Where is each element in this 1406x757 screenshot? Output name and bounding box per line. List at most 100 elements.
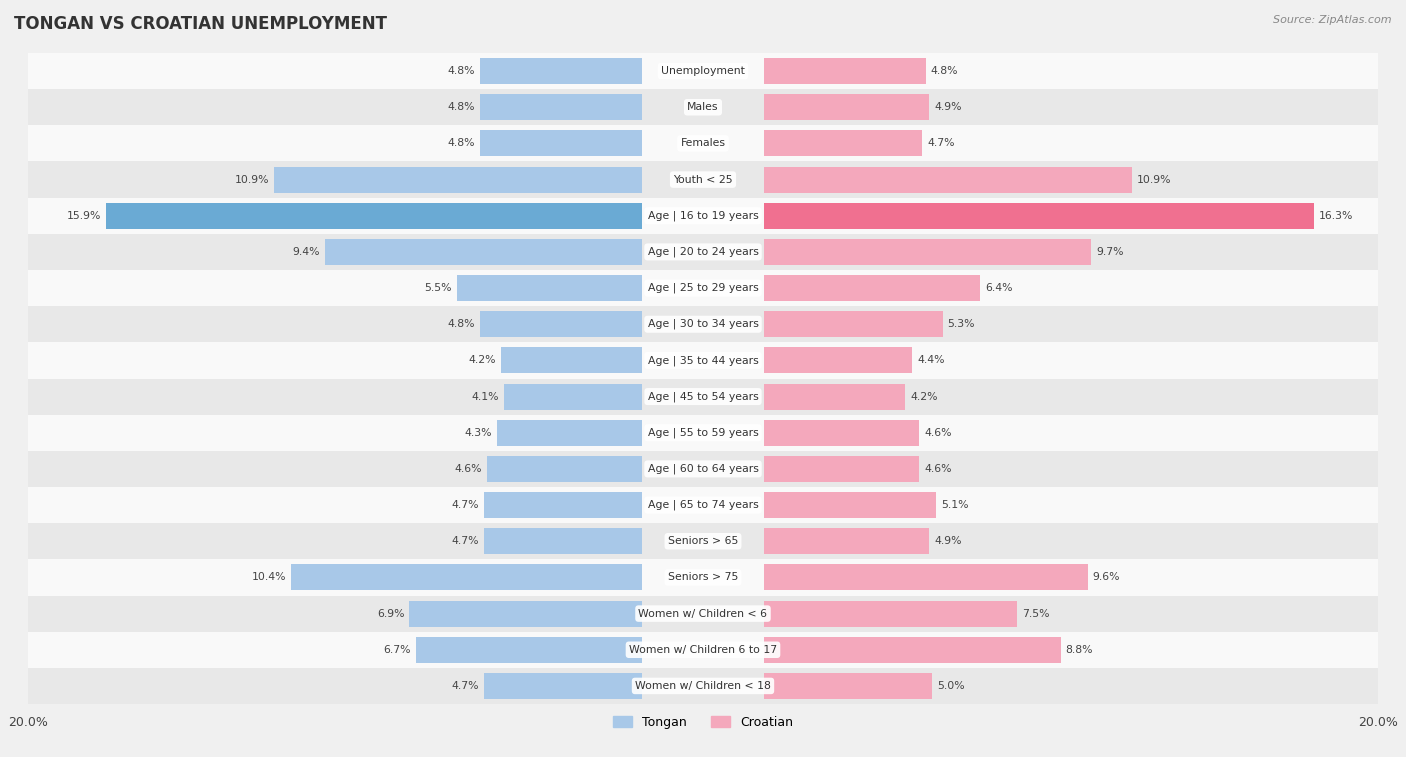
Text: 4.8%: 4.8% (447, 102, 475, 112)
Text: 10.9%: 10.9% (235, 175, 270, 185)
Text: Age | 55 to 59 years: Age | 55 to 59 years (648, 428, 758, 438)
Bar (28, 306, 1378, 342)
Text: 5.5%: 5.5% (425, 283, 451, 293)
Text: Youth < 25: Youth < 25 (673, 175, 733, 185)
Text: 4.8%: 4.8% (931, 66, 959, 76)
Bar (28, 198, 1378, 234)
Bar (28, 89, 1378, 126)
Bar (763, 94, 929, 120)
Bar (28, 451, 1378, 487)
Bar (763, 637, 1060, 663)
Text: 4.8%: 4.8% (447, 319, 475, 329)
Text: Females: Females (681, 139, 725, 148)
Bar (763, 275, 980, 301)
Text: 4.8%: 4.8% (447, 66, 475, 76)
Text: 4.9%: 4.9% (934, 102, 962, 112)
Bar (28, 596, 1378, 631)
Bar (105, 203, 643, 229)
Text: 4.2%: 4.2% (468, 356, 495, 366)
Text: 4.6%: 4.6% (454, 464, 482, 474)
Bar (457, 275, 643, 301)
Text: 6.7%: 6.7% (384, 645, 411, 655)
Text: 4.9%: 4.9% (934, 536, 962, 547)
Bar (325, 239, 643, 265)
Text: 4.6%: 4.6% (924, 428, 952, 438)
Bar (486, 456, 643, 482)
Text: Seniors > 75: Seniors > 75 (668, 572, 738, 582)
Text: 9.6%: 9.6% (1092, 572, 1121, 582)
Bar (763, 600, 1017, 627)
Bar (28, 523, 1378, 559)
Bar (28, 161, 1378, 198)
Text: 5.3%: 5.3% (948, 319, 976, 329)
Bar (28, 668, 1378, 704)
Bar (291, 565, 643, 590)
Text: 4.7%: 4.7% (451, 681, 478, 691)
Bar (28, 378, 1378, 415)
Text: 7.5%: 7.5% (1022, 609, 1049, 618)
Bar (763, 565, 1088, 590)
Text: Age | 60 to 64 years: Age | 60 to 64 years (648, 464, 758, 474)
Text: 6.4%: 6.4% (984, 283, 1012, 293)
Text: 4.2%: 4.2% (911, 391, 938, 401)
Text: Women w/ Children < 6: Women w/ Children < 6 (638, 609, 768, 618)
Text: Age | 35 to 44 years: Age | 35 to 44 years (648, 355, 758, 366)
Bar (28, 342, 1378, 378)
Bar (484, 492, 643, 518)
Text: 4.7%: 4.7% (451, 536, 478, 547)
Bar (274, 167, 643, 192)
Text: 4.7%: 4.7% (928, 139, 955, 148)
Text: 4.4%: 4.4% (917, 356, 945, 366)
Text: Source: ZipAtlas.com: Source: ZipAtlas.com (1274, 15, 1392, 25)
Text: Age | 45 to 54 years: Age | 45 to 54 years (648, 391, 758, 402)
Bar (498, 419, 643, 446)
Legend: Tongan, Croatian: Tongan, Croatian (607, 711, 799, 734)
Bar (501, 347, 643, 373)
Text: Age | 16 to 19 years: Age | 16 to 19 years (648, 210, 758, 221)
Bar (763, 311, 942, 338)
Text: 15.9%: 15.9% (66, 210, 101, 221)
Text: 9.4%: 9.4% (292, 247, 321, 257)
Bar (28, 559, 1378, 596)
Text: 16.3%: 16.3% (1319, 210, 1353, 221)
Text: Unemployment: Unemployment (661, 66, 745, 76)
Bar (481, 130, 643, 157)
Bar (763, 528, 929, 554)
Bar (481, 58, 643, 84)
Bar (763, 673, 932, 699)
Bar (763, 384, 905, 410)
Text: 8.8%: 8.8% (1066, 645, 1094, 655)
Text: 4.3%: 4.3% (464, 428, 492, 438)
Text: 10.9%: 10.9% (1136, 175, 1171, 185)
Bar (28, 487, 1378, 523)
Bar (763, 239, 1091, 265)
Bar (481, 311, 643, 338)
Bar (481, 94, 643, 120)
Text: Seniors > 65: Seniors > 65 (668, 536, 738, 547)
Bar (28, 270, 1378, 306)
Bar (409, 600, 643, 627)
Text: Age | 30 to 34 years: Age | 30 to 34 years (648, 319, 758, 329)
Bar (763, 58, 925, 84)
Bar (28, 415, 1378, 451)
Text: 5.0%: 5.0% (938, 681, 965, 691)
Bar (28, 126, 1378, 161)
Text: TONGAN VS CROATIAN UNEMPLOYMENT: TONGAN VS CROATIAN UNEMPLOYMENT (14, 15, 387, 33)
Text: 4.8%: 4.8% (447, 139, 475, 148)
Bar (484, 673, 643, 699)
Bar (28, 53, 1378, 89)
Text: 5.1%: 5.1% (941, 500, 969, 510)
Bar (763, 167, 1132, 192)
Text: Women w/ Children 6 to 17: Women w/ Children 6 to 17 (628, 645, 778, 655)
Bar (503, 384, 643, 410)
Text: Age | 65 to 74 years: Age | 65 to 74 years (648, 500, 758, 510)
Bar (763, 203, 1313, 229)
Text: 9.7%: 9.7% (1097, 247, 1123, 257)
Bar (28, 234, 1378, 270)
Bar (763, 456, 920, 482)
Bar (763, 347, 912, 373)
Text: Males: Males (688, 102, 718, 112)
Bar (763, 419, 920, 446)
Text: 10.4%: 10.4% (252, 572, 287, 582)
Text: 6.9%: 6.9% (377, 609, 405, 618)
